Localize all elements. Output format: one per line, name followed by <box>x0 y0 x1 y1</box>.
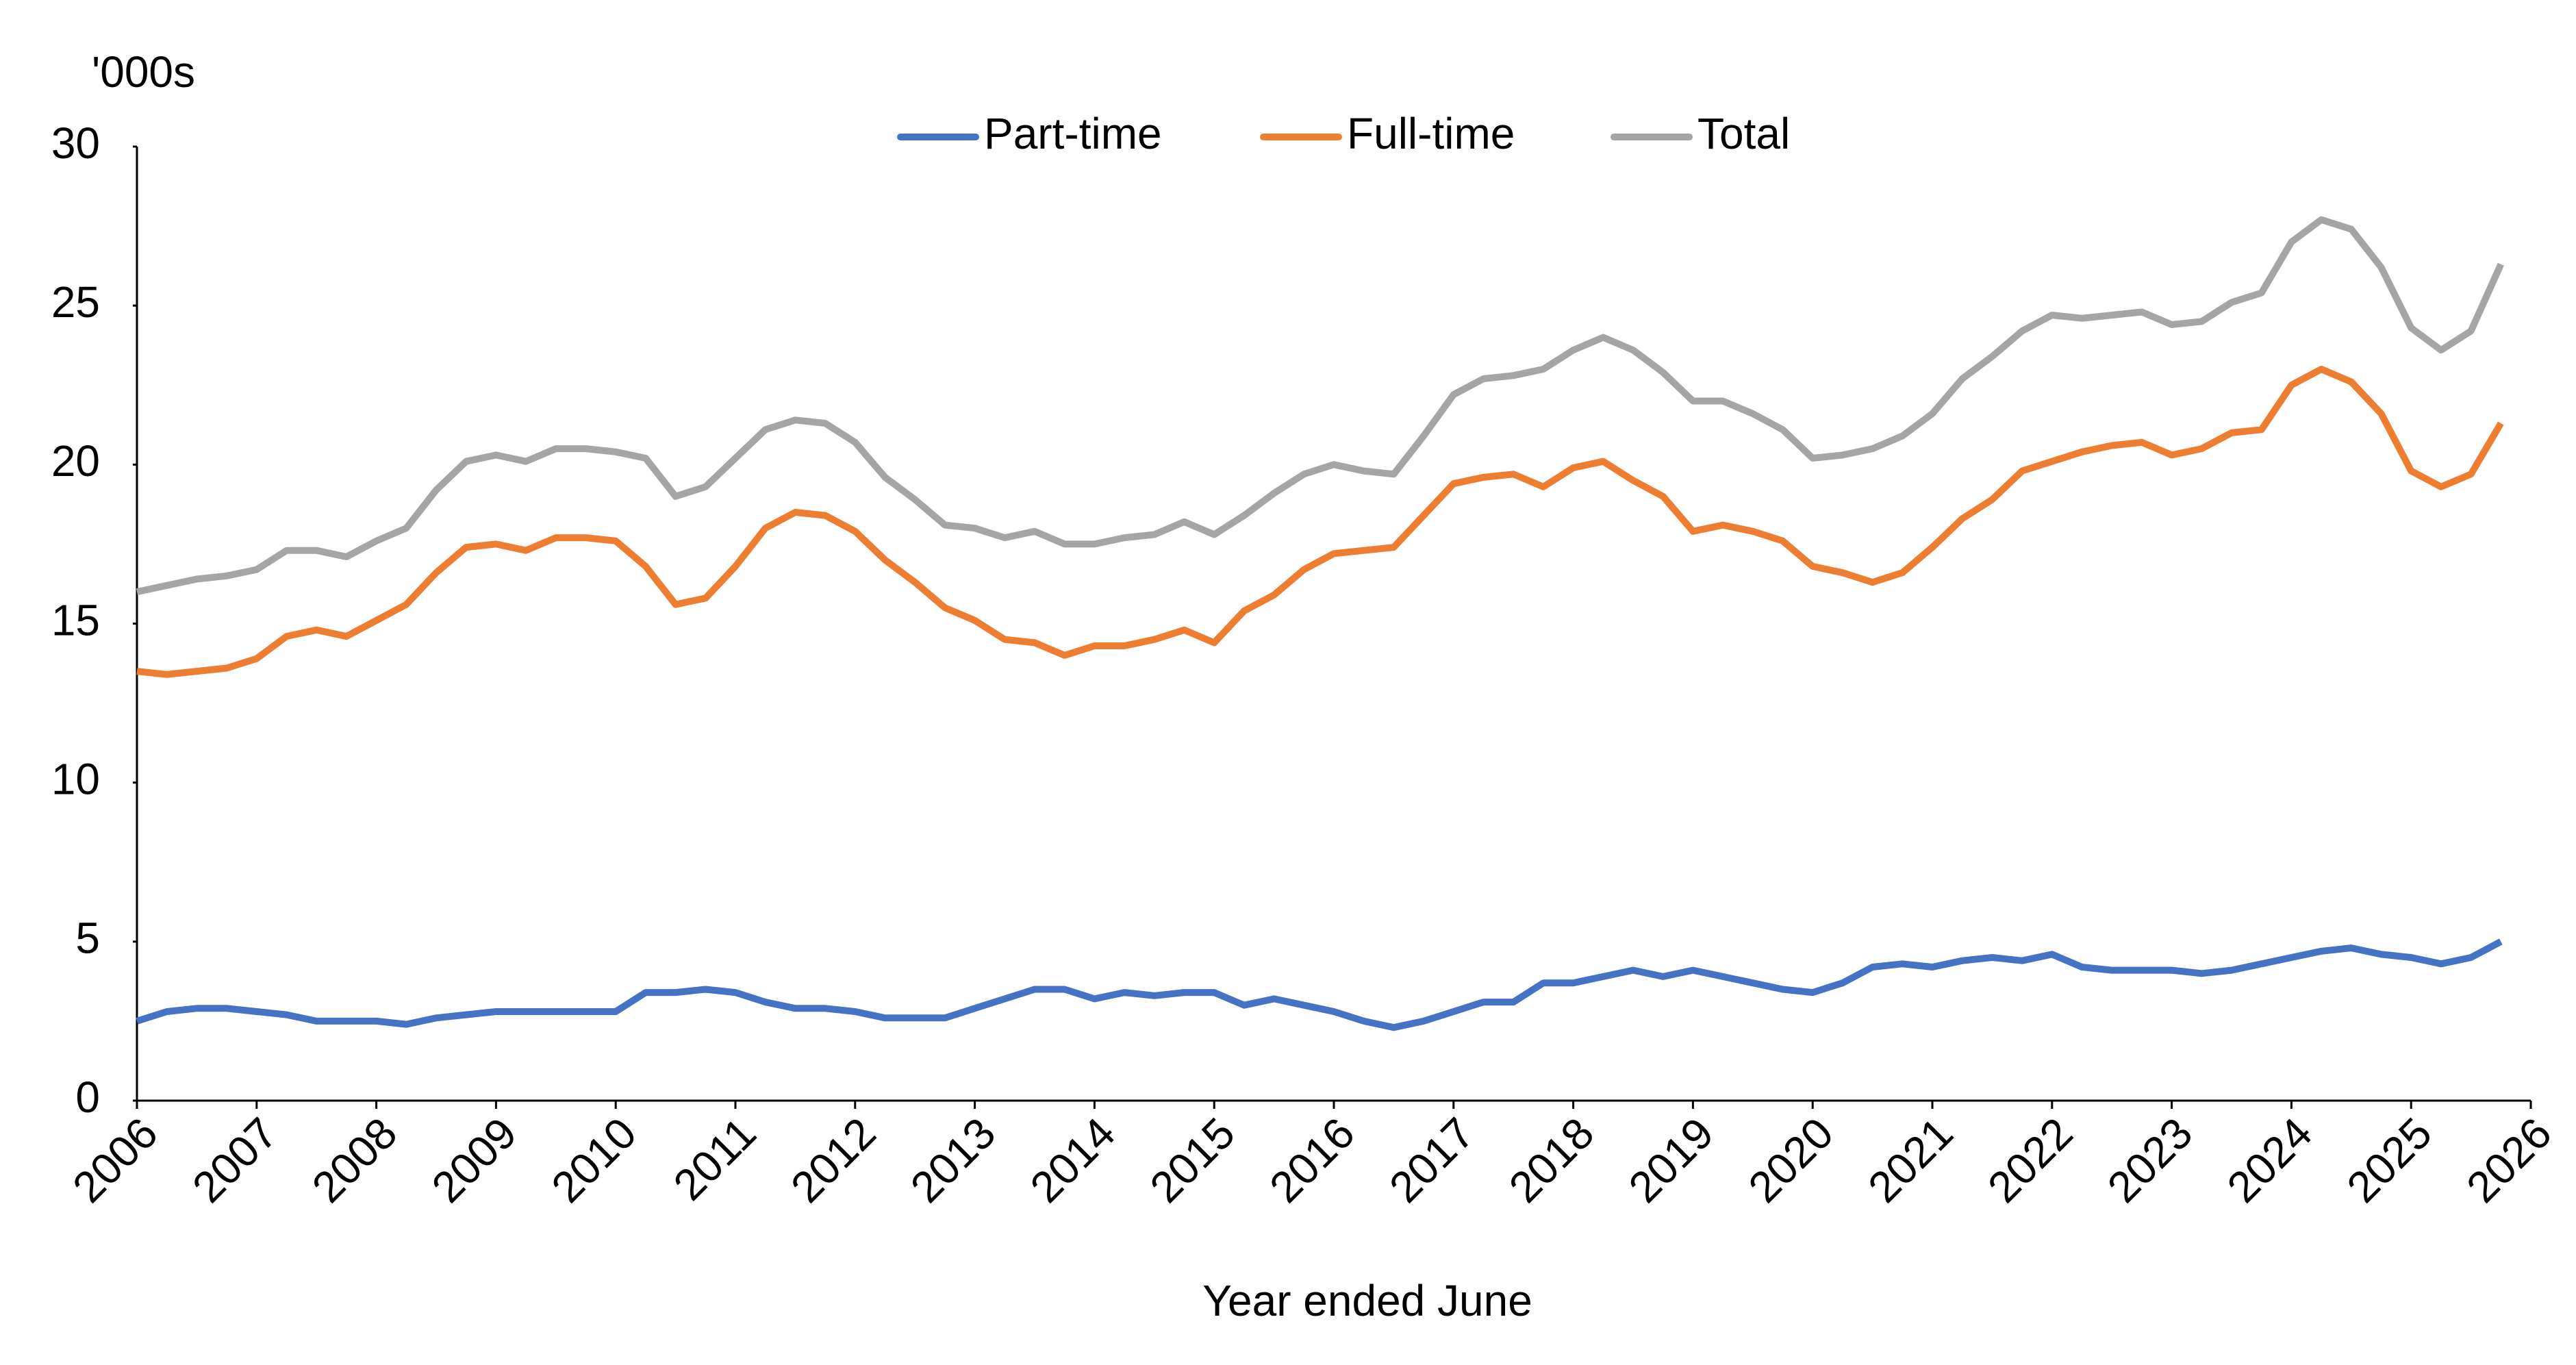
x-tick-label: 2019 <box>1619 1108 1723 1212</box>
y-tick-label: 10 <box>51 755 100 804</box>
x-tick-label: 2007 <box>183 1108 287 1212</box>
y-tick-label: 15 <box>51 595 100 644</box>
x-tick-label: 2021 <box>1858 1108 1962 1212</box>
series-line <box>136 216 2504 595</box>
x-tick-label: 2022 <box>1978 1108 2082 1212</box>
series-line <box>136 938 2503 1031</box>
x-tick-label: 2018 <box>1500 1108 1604 1212</box>
x-tick-label: 2016 <box>1260 1108 1364 1212</box>
legend-label: Part-time <box>984 109 1162 158</box>
series-line <box>136 366 2504 678</box>
legend-label: Total <box>1697 109 1790 158</box>
x-tick-label: 2008 <box>303 1108 407 1212</box>
x-tick-label: 2024 <box>2218 1108 2322 1212</box>
x-tick-label: 2015 <box>1140 1108 1244 1212</box>
y-axis-unit: '000s <box>92 47 195 97</box>
y-tick-label: 20 <box>51 436 100 486</box>
x-tick-label: 2012 <box>781 1108 885 1212</box>
y-tick-label: 0 <box>75 1073 100 1122</box>
x-tick-label: 2017 <box>1380 1108 1484 1212</box>
x-tick-label: 2009 <box>422 1108 527 1212</box>
x-tick-label: 2011 <box>664 1108 766 1210</box>
x-tick-label: 2006 <box>63 1108 167 1212</box>
x-tick-label: 2025 <box>2337 1108 2441 1212</box>
x-tick-label: 2013 <box>901 1108 1005 1212</box>
y-tick-label: 30 <box>51 118 100 168</box>
x-tick-label: 2010 <box>542 1108 646 1212</box>
legend-label: Full-time <box>1347 109 1515 158</box>
y-tick-label: 25 <box>51 277 100 327</box>
x-tick-label: 2020 <box>1739 1108 1843 1212</box>
x-tick-label: 2023 <box>2098 1108 2202 1212</box>
x-axis-title: Year ended June <box>1202 1276 1532 1325</box>
y-tick-label: 5 <box>75 914 100 963</box>
x-tick-label: 2014 <box>1021 1108 1125 1212</box>
x-tick-label: 2026 <box>2457 1108 2561 1212</box>
